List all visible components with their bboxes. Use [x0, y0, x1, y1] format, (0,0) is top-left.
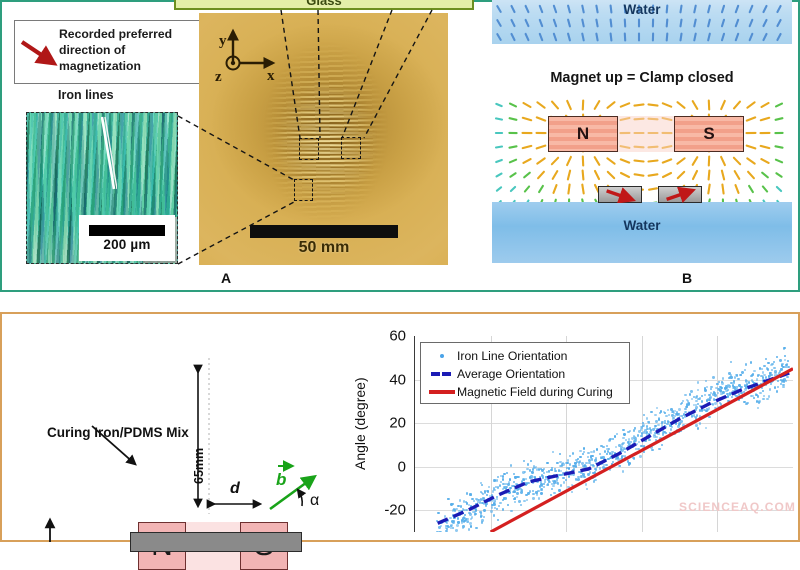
distance-65mm-label: 65mm [192, 448, 206, 484]
field-vector-b-label: b [276, 470, 286, 490]
legend-item-0: Iron Line Orientation [427, 347, 623, 365]
field-map-bottom: N S Water [492, 98, 792, 263]
legend-label-2: Magnetic Field during Curing [457, 385, 613, 399]
red-arrow-icon [19, 38, 61, 68]
gap-d-label: d [230, 480, 240, 498]
preferred-direction-text: Recorded preferred direction of magnetiz… [59, 26, 207, 74]
micrograph-scalebar: 200 µm [79, 215, 175, 261]
chart-y-tick-label: -20 [354, 502, 406, 519]
panel-b-letter: B [682, 270, 692, 286]
sample-photograph: y x z 50 mm [199, 13, 448, 265]
photo-scalebar-label: 50 mm [299, 239, 350, 257]
region-of-interest-3 [294, 179, 313, 201]
photo-scalebar-rule [250, 225, 398, 238]
watermark: SCIENCEAQ.COM [679, 500, 796, 514]
region-of-interest-2 [341, 137, 361, 159]
magnet-south-label-b: S [703, 124, 714, 144]
legend-item-1: Average Orientation [427, 365, 623, 383]
legend-marker-solid-icon [427, 390, 457, 394]
chart-y-tick-label: 40 [354, 371, 406, 388]
clamp-element-right [658, 186, 702, 203]
legend-marker-scatter-icon [427, 354, 457, 358]
svg-text:y: y [219, 33, 227, 49]
photo-scalebar: 50 mm [250, 225, 398, 257]
glass-label-box: Glass [174, 0, 474, 10]
legend-marker-dashed-icon [427, 372, 457, 375]
clamp-state-title: Magnet up = Clamp closed [492, 70, 792, 86]
chart-y-tick-label: 20 [354, 415, 406, 432]
coordinate-axes-icon: y x z [211, 25, 281, 87]
magnet-north-b: N [548, 116, 618, 152]
region-of-interest-1 [299, 138, 319, 160]
panel-bottom: N S [0, 312, 800, 542]
legend-label-1: Average Orientation [457, 367, 565, 381]
clamp-element-left [598, 186, 642, 203]
legend-item-2: Magnetic Field during Curing [427, 383, 623, 401]
photo-texture-inner [269, 68, 384, 214]
field-map-top: Water [492, 0, 792, 44]
legend-label-0: Iron Line Orientation [457, 349, 567, 363]
curing-substrate [130, 532, 302, 552]
chart-y-tick-label: 60 [354, 328, 406, 345]
glass-label: Glass [306, 0, 341, 8]
preferred-direction-callout: Recorded preferred direction of magnetiz… [14, 20, 210, 84]
clamp-arrow-left-icon [599, 187, 641, 203]
chart-legend: Iron Line Orientation Average Orientatio… [420, 342, 630, 404]
panel-top: Glass Recorded preferred direction of ma… [0, 0, 800, 292]
micrograph-inset: 200 µm [26, 112, 178, 264]
figure-root: Glass Recorded preferred direction of ma… [0, 0, 800, 530]
magnet-south-b: S [674, 116, 744, 152]
iron-lines-label: Iron lines [58, 88, 114, 102]
scalebar-rule [89, 225, 165, 236]
water-label-bottom: Water [492, 218, 792, 233]
curing-mix-label: Curing Iron/PDMS Mix [47, 424, 189, 441]
clamp-arrow-right-icon [659, 187, 701, 203]
svg-text:z: z [215, 69, 222, 85]
chart-y-tick-label: 0 [354, 458, 406, 475]
magnet-gap-b [616, 116, 676, 152]
angle-alpha-label: α [310, 492, 319, 510]
magnet-north-label-b: N [577, 124, 589, 144]
water-label-top: Water [492, 2, 792, 17]
panel-a-letter: A [221, 270, 231, 286]
svg-text:x: x [267, 68, 275, 84]
micrograph-scalebar-label: 200 µm [103, 237, 150, 252]
iron-line-pointer-icon [101, 115, 117, 191]
